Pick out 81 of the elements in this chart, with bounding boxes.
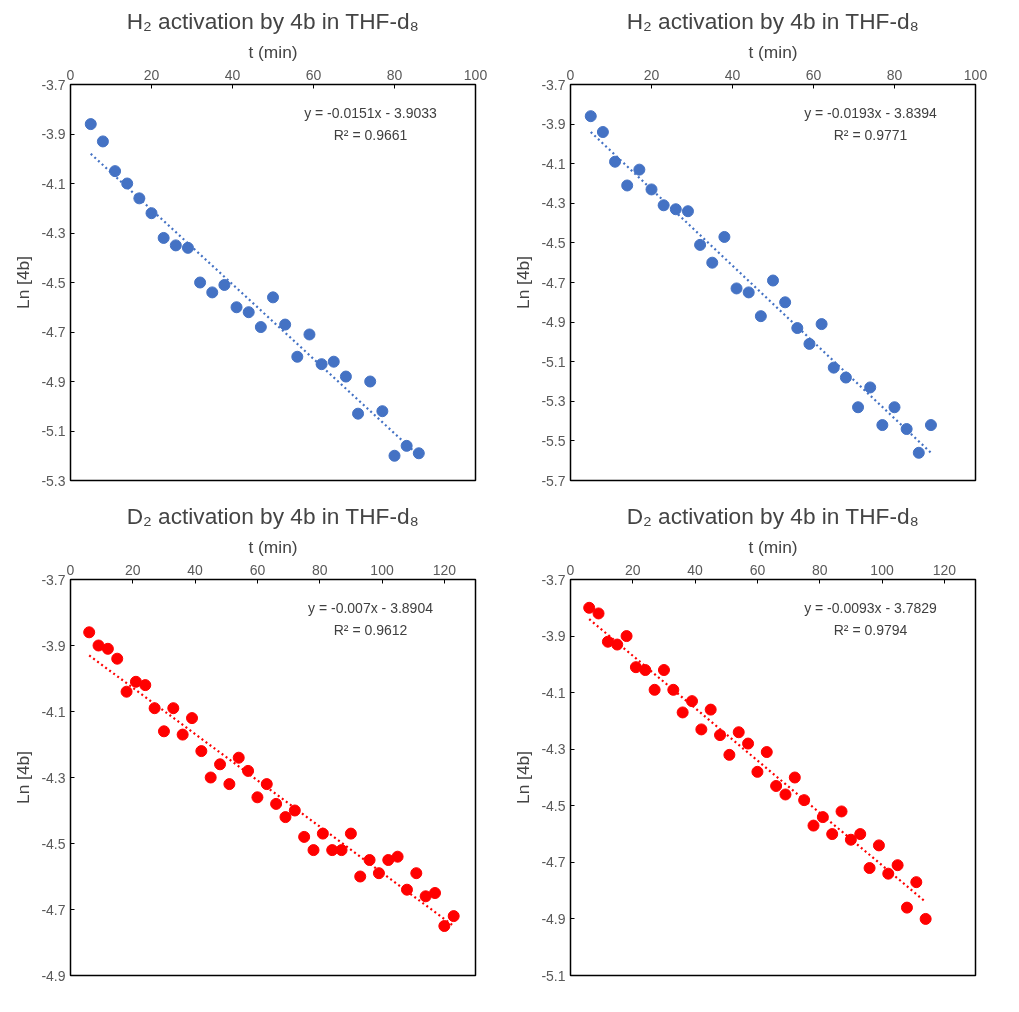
chart-title: D₂ activation by 4b in THF-d₈ bbox=[126, 502, 419, 529]
y-tick-label: -3.9 bbox=[541, 628, 566, 645]
y-tick-label: -4.7 bbox=[541, 854, 566, 871]
y-tick-label: -4.9 bbox=[541, 314, 566, 331]
y-tick-label: -5.7 bbox=[541, 472, 566, 489]
y-tick-label: -4.5 bbox=[541, 234, 566, 251]
y-tick-label: -4.9 bbox=[541, 910, 566, 927]
y-tick-label: -5.1 bbox=[541, 353, 566, 370]
x-tick-label: 80 bbox=[311, 561, 328, 578]
y-tick-label: -4.7 bbox=[41, 901, 66, 918]
y-tick-label: -4.1 bbox=[41, 703, 66, 720]
annotation: R² = 0.9794 bbox=[833, 621, 908, 638]
x-tick-label: 40 bbox=[724, 66, 741, 83]
y-tick-label: -5.3 bbox=[541, 393, 566, 410]
x-axis-title: t (min) bbox=[248, 536, 298, 557]
y-tick-label: -3.7 bbox=[41, 76, 66, 93]
y-tick-label: -5.5 bbox=[541, 432, 566, 449]
y-axis-title: Ln [4b] bbox=[513, 751, 534, 804]
x-tick-label: 20 bbox=[625, 561, 641, 578]
annotation: R² = 0.9771 bbox=[833, 126, 908, 143]
annotation: R² = 0.9612 bbox=[333, 621, 408, 638]
x-tick-label: 100 bbox=[870, 561, 894, 578]
y-tick-label: -4.3 bbox=[541, 741, 566, 758]
y-tick-label: -3.9 bbox=[541, 116, 566, 133]
y-axis-title: Ln [4b] bbox=[13, 256, 34, 309]
x-tick-label: 80 bbox=[386, 66, 403, 83]
y-tick-label: -4.1 bbox=[541, 155, 566, 172]
annotation: y = -0.0193x - 3.8394 bbox=[804, 104, 938, 121]
x-tick-label: 80 bbox=[886, 66, 903, 83]
x-tick-label: 80 bbox=[811, 561, 828, 578]
y-tick-label: -3.7 bbox=[41, 571, 66, 588]
x-tick-label: 120 bbox=[432, 561, 457, 578]
y-tick-label: -4.3 bbox=[41, 769, 66, 786]
y-tick-label: -4.1 bbox=[41, 175, 66, 192]
x-tick-label: 0 bbox=[66, 66, 75, 83]
y-tick-label: -3.7 bbox=[541, 571, 566, 588]
x-tick-label: 0 bbox=[566, 561, 575, 578]
x-tick-label: 60 bbox=[305, 66, 322, 83]
y-tick-label: -4.3 bbox=[541, 195, 566, 212]
x-tick-label: 120 bbox=[932, 561, 957, 578]
x-tick-label: 20 bbox=[643, 66, 660, 83]
y-tick-label: -4.1 bbox=[541, 684, 566, 701]
y-axis-title: Ln [4b] bbox=[513, 256, 534, 309]
y-tick-label: -4.5 bbox=[41, 274, 66, 291]
y-tick-label: -3.9 bbox=[41, 637, 66, 654]
x-tick-label: 40 bbox=[187, 561, 204, 578]
y-tick-label: -3.9 bbox=[41, 126, 66, 142]
x-axis-title: t (min) bbox=[748, 536, 798, 557]
x-axis-title: t (min) bbox=[248, 41, 298, 62]
y-tick-label: -5.1 bbox=[41, 423, 66, 439]
y-tick-label: -4.5 bbox=[41, 835, 66, 852]
x-tick-label: 100 bbox=[463, 66, 488, 83]
x-tick-label: 20 bbox=[143, 66, 160, 83]
x-tick-label: 60 bbox=[805, 66, 822, 83]
y-tick-label: -4.7 bbox=[541, 274, 566, 291]
annotation: y = -0.007x - 3.8904 bbox=[308, 599, 434, 616]
y-tick-label: -5.3 bbox=[41, 472, 66, 489]
x-tick-label: 40 bbox=[224, 66, 241, 83]
chart-title: H₂ activation by 4b in THF-d₈ bbox=[626, 7, 919, 34]
chart-title: D₂ activation by 4b in THF-d₈ bbox=[626, 502, 919, 529]
x-tick-label: 20 bbox=[125, 561, 141, 578]
x-tick-label: 100 bbox=[370, 561, 394, 578]
x-tick-label: 0 bbox=[566, 66, 575, 83]
x-tick-label: 40 bbox=[687, 561, 704, 578]
annotation: y = -0.0093x - 3.7829 bbox=[804, 599, 938, 616]
y-tick-label: -4.9 bbox=[41, 373, 66, 390]
chart-title: H₂ activation by 4b in THF-d₈ bbox=[126, 7, 419, 34]
y-tick-label: -4.7 bbox=[41, 324, 66, 340]
x-tick-label: 60 bbox=[749, 561, 766, 578]
x-tick-label: 60 bbox=[249, 561, 266, 578]
annotation: y = -0.0151x - 3.9033 bbox=[304, 104, 438, 121]
x-tick-label: 100 bbox=[963, 66, 988, 83]
y-tick-label: -5.1 bbox=[541, 967, 566, 984]
x-axis-title: t (min) bbox=[748, 41, 798, 62]
y-tick-label: -4.9 bbox=[41, 967, 66, 984]
y-axis-title: Ln [4b] bbox=[13, 751, 34, 804]
y-tick-label: -4.5 bbox=[541, 797, 566, 814]
annotation: R² = 0.9661 bbox=[333, 126, 408, 143]
y-tick-label: -3.7 bbox=[541, 76, 566, 93]
x-tick-label: 0 bbox=[66, 561, 75, 578]
y-tick-label: -4.3 bbox=[41, 225, 66, 241]
